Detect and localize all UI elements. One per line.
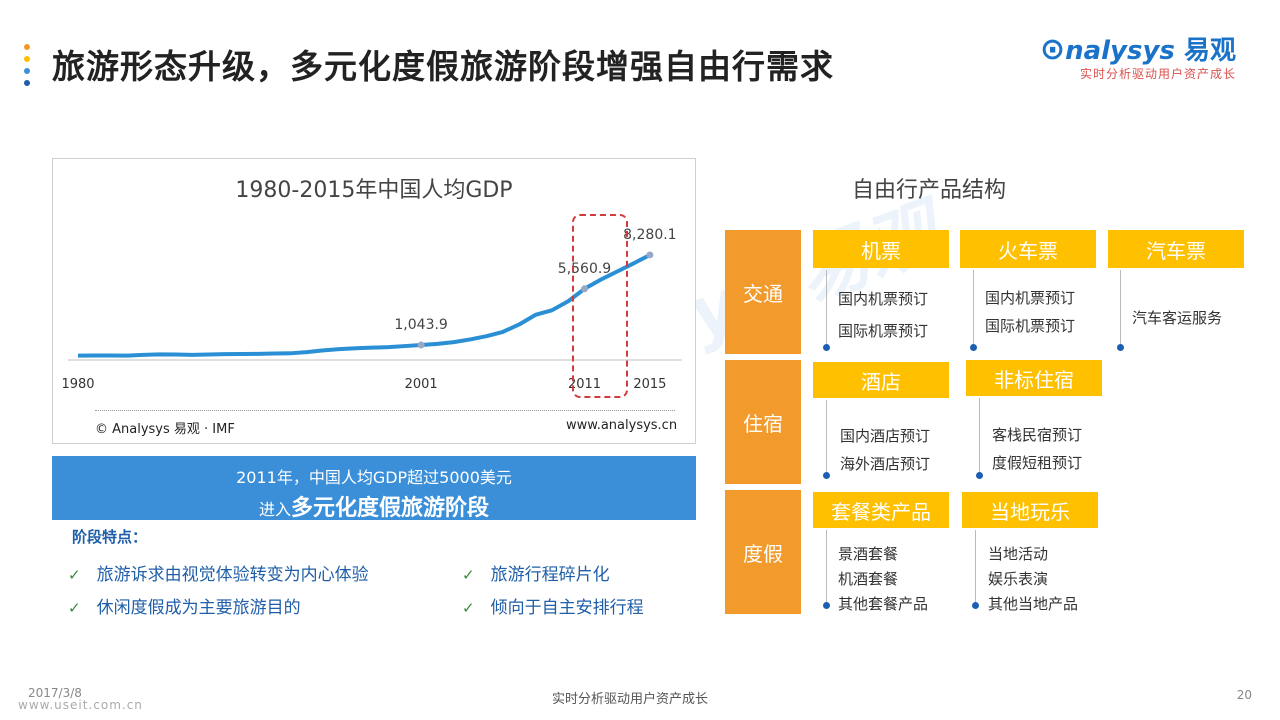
x-tick-label: 2011: [568, 377, 601, 392]
logo-a-icon: ⊙: [1039, 32, 1066, 67]
logo-cn: 易观: [1183, 36, 1236, 66]
feature-text: 倾向于自主安排行程: [490, 598, 644, 618]
analysys-logo: ⊙nalysys 易观 实时分析驱动用户资产成长: [1040, 30, 1236, 82]
item-text: 海外酒店预订: [840, 455, 931, 473]
summary-banner: 2011年，中国人均GDP超过5000美元 进入多元化度假旅游阶段: [52, 456, 696, 521]
connector-line: [826, 400, 827, 476]
banner-highlight: 多元化度假旅游阶段: [291, 496, 490, 521]
item-text: 其他套餐产品: [838, 595, 929, 613]
connector-dot: [972, 602, 979, 609]
item-text: 客栈民宿预订: [992, 426, 1083, 444]
connector-line: [975, 530, 976, 606]
check-icon: ✓: [68, 566, 81, 584]
tag-local-fun: 当地玩乐: [962, 492, 1098, 528]
item-text: 景酒套餐: [838, 545, 899, 563]
connector-line: [826, 270, 827, 348]
category-transport: 交通: [725, 230, 801, 354]
item-text: 国内酒店预订: [840, 427, 931, 445]
item-text: 国际机票预订: [838, 322, 929, 340]
footer-date: 2017/3/8: [28, 686, 82, 700]
feature-item: ✓ 倾向于自主安排行程: [462, 593, 644, 618]
highlight-2011-box: [572, 214, 628, 398]
dot-yellow: [24, 56, 30, 62]
item-text: 机酒套餐: [838, 570, 899, 588]
item-text: 国际机票预订: [985, 317, 1076, 335]
data-label: 5,560.9: [558, 261, 611, 277]
footer-site: www.useit.com.cn: [18, 698, 143, 712]
connector-dot: [1117, 344, 1124, 351]
connector-dot: [823, 472, 830, 479]
feature-text: 休闲度假成为主要旅游目的: [96, 598, 301, 618]
chart-source: © Analysys 易观 · IMF: [95, 422, 235, 437]
check-icon: ✓: [68, 599, 81, 617]
page-number: 20: [1236, 688, 1252, 702]
tag-package: 套餐类产品: [813, 492, 949, 528]
feature-item: ✓ 休闲度假成为主要旅游目的: [68, 593, 301, 618]
structure-title: 自由行产品结构: [852, 178, 1007, 203]
item-text: 汽车客运服务: [1132, 309, 1223, 327]
item-text: 国内机票预订: [985, 289, 1076, 307]
features-heading: 阶段特点：: [72, 528, 148, 546]
page-title: 旅游形态升级，多元化度假旅游阶段增强自由行需求: [52, 47, 834, 86]
banner-line1: 2011年，中国人均GDP超过5000美元: [236, 468, 512, 487]
data-point-marker: [581, 285, 589, 293]
x-tick-label: 2015: [633, 377, 666, 392]
check-icon: ✓: [462, 599, 475, 617]
connector-line: [826, 530, 827, 606]
connector-line: [973, 270, 974, 348]
item-text: 度假短租预订: [992, 454, 1083, 472]
feature-item: ✓ 旅游诉求由视觉体验转变为内心体验: [68, 560, 369, 585]
dot-blue: [24, 80, 30, 86]
item-text: 当地活动: [988, 545, 1049, 563]
title-bullet-dots: [24, 44, 30, 92]
data-label: 8,280.1: [623, 227, 676, 243]
connector-line: [1120, 270, 1121, 348]
tag-train-ticket: 火车票: [960, 230, 1096, 268]
tag-hotel: 酒店: [813, 362, 949, 398]
item-text: 其他当地产品: [988, 595, 1079, 613]
chart-divider: [95, 410, 675, 411]
connector-dot: [823, 602, 830, 609]
connector-dot: [976, 472, 983, 479]
data-label: 1,043.9: [394, 317, 447, 333]
gdp-line-chart: 1,043.9 5,560.9 8,280.1 1980 2001 2011 2015: [61, 227, 682, 392]
check-icon: ✓: [462, 566, 475, 584]
footer-tagline: 实时分析驱动用户资产成长: [552, 692, 709, 707]
data-point-marker: [417, 341, 425, 349]
logo-text: nalysys: [1065, 36, 1175, 66]
connector-dot: [970, 344, 977, 351]
connector-line: [979, 398, 980, 476]
feature-text: 旅游行程碎片化: [490, 565, 610, 585]
feature-text: 旅游诉求由视觉体验转变为内心体验: [96, 565, 369, 585]
x-tick-label: 1980: [61, 377, 94, 392]
tag-nonstandard-lodging: 非标住宿: [966, 360, 1102, 396]
feature-item: ✓ 旅游行程碎片化: [462, 560, 610, 585]
chart-url: www.analysys.cn: [566, 418, 678, 433]
chart-title: 1980-2015年中国人均GDP: [235, 178, 513, 203]
category-lodging: 住宿: [725, 360, 801, 484]
tag-air-ticket: 机票: [813, 230, 949, 268]
banner-prefix: 进入: [258, 500, 291, 519]
dot-orange: [24, 44, 30, 50]
dot-lightblue: [24, 68, 30, 74]
x-tick-label: 2001: [405, 377, 438, 392]
data-point-marker: [646, 251, 654, 259]
tag-bus-ticket: 汽车票: [1108, 230, 1244, 268]
connector-dot: [823, 344, 830, 351]
item-text: 娱乐表演: [988, 570, 1049, 588]
logo-tagline: 实时分析驱动用户资产成长: [1079, 67, 1236, 81]
item-text: 国内机票预订: [838, 290, 929, 308]
category-vacation: 度假: [725, 490, 801, 614]
gdp-series-line: [77, 253, 651, 358]
